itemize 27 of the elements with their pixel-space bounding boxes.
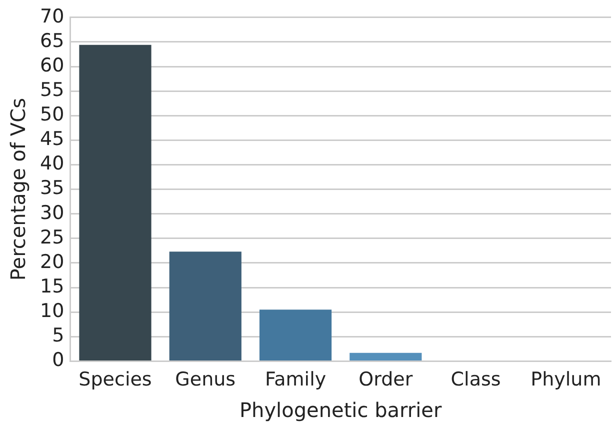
y-tick-label: 15	[40, 275, 64, 298]
bar	[169, 252, 242, 360]
x-tick-label: Genus	[175, 368, 236, 391]
y-tick-label: 35	[40, 177, 64, 200]
y-tick-label: 60	[40, 54, 64, 76]
y-tick-label: 50	[40, 104, 64, 126]
y-tick-label: 10	[40, 300, 64, 322]
x-tick-label: Family	[264, 368, 326, 391]
bar	[79, 44, 152, 360]
y-tick-label: 0	[52, 349, 64, 372]
y-axis-title: Percentage of VCs	[6, 98, 30, 281]
y-tick-label: 55	[40, 79, 64, 102]
y-tick-label: 20	[40, 250, 64, 273]
bar	[350, 352, 422, 360]
y-tick-label: 40	[40, 152, 64, 175]
y-tick-label: 70	[40, 5, 64, 28]
x-tick-label: Class	[450, 368, 501, 391]
x-tick-label: Phylum	[530, 368, 602, 391]
x-tick-label: Order	[358, 368, 413, 391]
bar	[259, 310, 332, 360]
y-tick-label: 5	[52, 324, 64, 347]
y-tick-label: 30	[40, 202, 64, 224]
y-tick-label: 45	[40, 128, 64, 150]
y-tick-label: 25	[40, 226, 64, 248]
x-tick-label: Species	[78, 368, 152, 391]
x-axis-title: Phylogenetic barrier	[239, 398, 442, 422]
y-tick-label: 65	[40, 30, 64, 52]
